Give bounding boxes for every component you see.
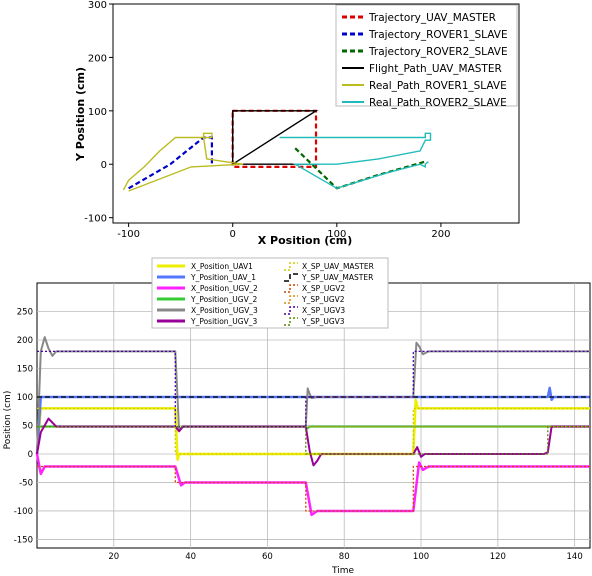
time-series-x-sp-uav-master (37, 407, 590, 455)
time-legend-label: Y_Position_UAV_1 (190, 273, 256, 282)
xy-legend-label: Trajectory_ROVER1_SLAVE (368, 29, 508, 41)
time-y-tick-label: 0 (28, 450, 33, 460)
time-position-chart: 20 40 60 80 100 120 140 -150 -100 -50 0 50 100 150 20… (3, 257, 591, 576)
xy-x-tick-label: -100 (117, 229, 140, 240)
time-series-x-sp-ugv2 (37, 465, 590, 512)
time-legend-swatch (284, 295, 298, 304)
time-y-tick-label: 150 (17, 364, 33, 374)
time-legend-label: X_SP_UGV3 (302, 306, 345, 315)
xy-x-tick-label: 100 (327, 229, 346, 240)
xy-legend-label: Trajectory_ROVER2_SLAVE (368, 46, 508, 58)
xy-legend-label: Real_Path_ROVER1_SLAVE (369, 80, 507, 92)
time-y-tick-label: -150 (14, 535, 33, 545)
xy-series-real-path-rover2-slave (279, 132, 432, 190)
time-series-layer (35, 336, 590, 517)
time-legend-swatch (284, 273, 298, 282)
time-x-ticks: 20 40 60 80 100 120 140 (108, 552, 582, 562)
time-legend-label: X_SP_UGV2 (302, 284, 345, 293)
xy-y-axis-label: Y Position (cm) (74, 67, 87, 162)
xy-legend-label: Real_Path_ROVER2_SLAVE (369, 97, 507, 109)
time-x-tick-label: 140 (567, 552, 583, 562)
time-y-tick-label: 50 (22, 421, 33, 431)
time-y-tick-label: -50 (19, 478, 33, 488)
time-legend-label: X_Position_UGV_2 (191, 284, 258, 293)
time-legend-label: X_Position_UAV1 (191, 262, 253, 271)
xy-y-tick-label: 300 (88, 0, 107, 11)
xy-y-tick-label: -100 (84, 214, 107, 225)
xy-x-axis-label: X Position (cm) (258, 234, 353, 247)
xy-series-flight-path-uav-master (231, 110, 319, 165)
time-legend-label: Y_Position_UGV_2 (190, 295, 257, 304)
time-y-tick-label: 200 (17, 336, 33, 346)
xy-x-ticks: -100 0 100 200 (117, 223, 450, 240)
time-y-tick-label: -100 (14, 507, 33, 517)
time-series-x-position-ugv-3 (36, 336, 590, 455)
xy-series-trajectory-rover2-slave (294, 147, 426, 190)
time-legend-items: X_Position_UAV1 Y_Position_UAV_1 X_Positio… (157, 262, 374, 326)
xy-y-ticks: -100 0 100 200 300 (84, 0, 113, 225)
xy-trajectory-chart: -100 0 100 200 -100 0 100 200 300 X Position (c… (74, 0, 520, 247)
xy-legend: Trajectory_UAV_MASTER Trajectory_ROVER1_S… (335, 4, 518, 109)
time-legend-label: Y_SP_UGV2 (301, 295, 345, 304)
time-legend-swatch (284, 306, 298, 315)
time-y-tick-label: 250 (17, 307, 33, 317)
time-legend-label: Y_SP_UGV3 (301, 317, 345, 326)
time-series-y-position-ugv-3 (36, 417, 590, 467)
time-legend: X_Position_UAV1 Y_Position_UAV_1 X_Positio… (151, 257, 389, 329)
time-y-axis-label: Position (cm) (3, 391, 13, 450)
time-x-tick-label: 100 (413, 552, 429, 562)
time-y-ticks: -150 -100 -50 0 50 100 150 200 250 (14, 307, 33, 545)
xy-legend-label: Trajectory_UAV_MASTER (368, 12, 496, 24)
time-x-tick-label: 80 (339, 552, 350, 562)
time-legend-label: X_SP_UAV_MASTER (302, 262, 374, 271)
time-legend-swatch (284, 284, 298, 293)
time-y-tick-label: 100 (17, 393, 33, 403)
time-legend-label: Y_SP_UAV_MASTER (301, 273, 373, 282)
xy-y-tick-label: 0 (101, 160, 107, 171)
xy-y-tick-label: 100 (88, 107, 107, 118)
time-legend-box (151, 257, 389, 329)
xy-legend-items: Trajectory_UAV_MASTER Trajectory_ROVER1_S… (342, 12, 508, 109)
time-x-tick-label: 60 (262, 552, 273, 562)
xy-x-tick-label: 0 (230, 229, 236, 240)
time-series-y-sp-ugv3 (37, 425, 590, 455)
time-legend-swatch (284, 262, 298, 271)
xy-series-layer (122, 109, 432, 192)
time-legend-label: X_Position_UGV_3 (191, 306, 258, 315)
xy-series-real-path-rover1-slave (122, 132, 244, 192)
time-x-axis-label: Time (331, 566, 354, 576)
xy-legend-box (335, 4, 518, 107)
time-x-tick-label: 120 (490, 552, 506, 562)
xy-x-tick-label: 200 (431, 229, 450, 240)
xy-legend-label: Flight_Path_UAV_MASTER (369, 63, 502, 75)
time-legend-label: Y_Position_UGV_3 (190, 317, 257, 326)
time-x-tick-label: 20 (108, 552, 119, 562)
time-legend-swatch (284, 317, 298, 326)
xy-y-tick-label: 200 (88, 53, 107, 64)
time-x-tick-label: 40 (185, 552, 196, 562)
